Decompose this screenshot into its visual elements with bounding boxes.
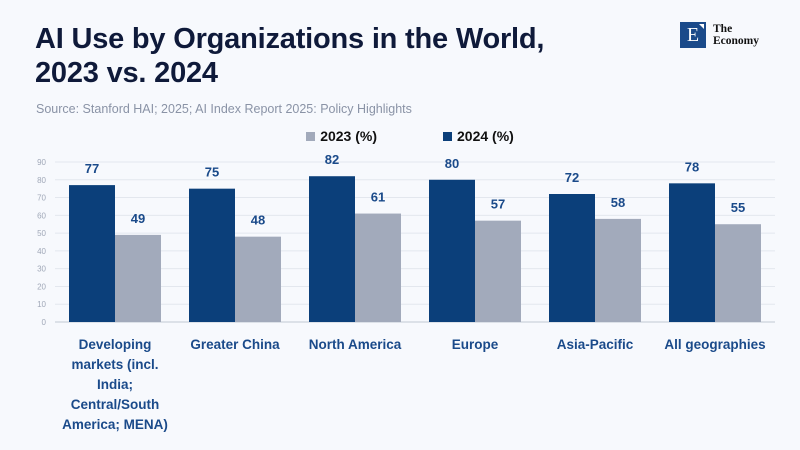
value-label: 82	[325, 152, 339, 167]
legend-swatch-2024	[443, 131, 452, 141]
bar-2024-1	[189, 188, 235, 322]
value-label: 80	[445, 156, 459, 171]
y-tick-label: 80	[37, 176, 46, 185]
category-label: All geographies	[664, 337, 765, 352]
the-economy-logo: E The Economy	[680, 22, 759, 48]
y-tick-label: 20	[37, 282, 46, 291]
value-label: 48	[251, 213, 265, 228]
legend-label-2024: 2024 (%)	[457, 128, 514, 144]
bar-2023-0	[115, 234, 161, 322]
category-label: Developing markets (incl. India; Central/So…	[62, 337, 168, 432]
category-label: Asia-Pacific	[557, 337, 634, 352]
y-tick-label: 70	[37, 194, 46, 203]
category-label: North America	[309, 337, 402, 352]
title-line-2: 2023 vs. 2024	[35, 57, 218, 89]
bar-2023-4	[595, 218, 641, 322]
bar-2024-2	[309, 176, 355, 322]
value-label: 72	[565, 170, 579, 185]
bar-2024-3	[429, 179, 475, 322]
bar-2023-3	[475, 220, 521, 322]
legend-swatch-2023	[306, 131, 316, 141]
legend: 2023 (%) 2024 (%)	[0, 128, 800, 144]
y-tick-label: 50	[37, 229, 46, 238]
bar-2023-1	[235, 236, 281, 322]
legend-item-2024: 2024 (%)	[423, 128, 514, 144]
value-label: 78	[685, 159, 699, 174]
value-label: 58	[611, 195, 625, 210]
value-label: 75	[205, 165, 219, 180]
chart-title: AI Use by Organizations in the World, 20…	[35, 22, 544, 90]
category-label: Greater China	[190, 337, 280, 352]
logo-text: The Economy	[713, 23, 759, 47]
bar-2023-5	[715, 224, 761, 322]
value-label: 55	[731, 200, 745, 215]
value-label: 77	[85, 161, 99, 176]
y-tick-label: 10	[37, 300, 46, 309]
logo-e-icon: E	[680, 22, 706, 48]
value-label: 57	[491, 197, 505, 212]
y-tick-label: 0	[42, 318, 47, 327]
y-tick-label: 60	[37, 211, 46, 220]
value-label: 49	[131, 211, 145, 226]
category-label: Europe	[452, 337, 499, 352]
bar-2024-4	[549, 194, 595, 322]
legend-item-2023: 2023 (%)	[286, 128, 377, 144]
source-note: Source: Stanford HAI; 2025; AI Index Rep…	[36, 102, 412, 116]
title-line-1: AI Use by Organizations in the World,	[35, 23, 545, 55]
y-tick-label: 40	[37, 247, 46, 256]
bar-2023-2	[355, 213, 401, 322]
value-label: 61	[371, 190, 385, 205]
bar-2024-5	[669, 183, 715, 322]
bar-2024-0	[69, 185, 115, 322]
y-tick-label: 30	[37, 265, 46, 274]
legend-label-2023: 2023 (%)	[320, 128, 377, 144]
y-tick-label: 90	[37, 158, 46, 167]
